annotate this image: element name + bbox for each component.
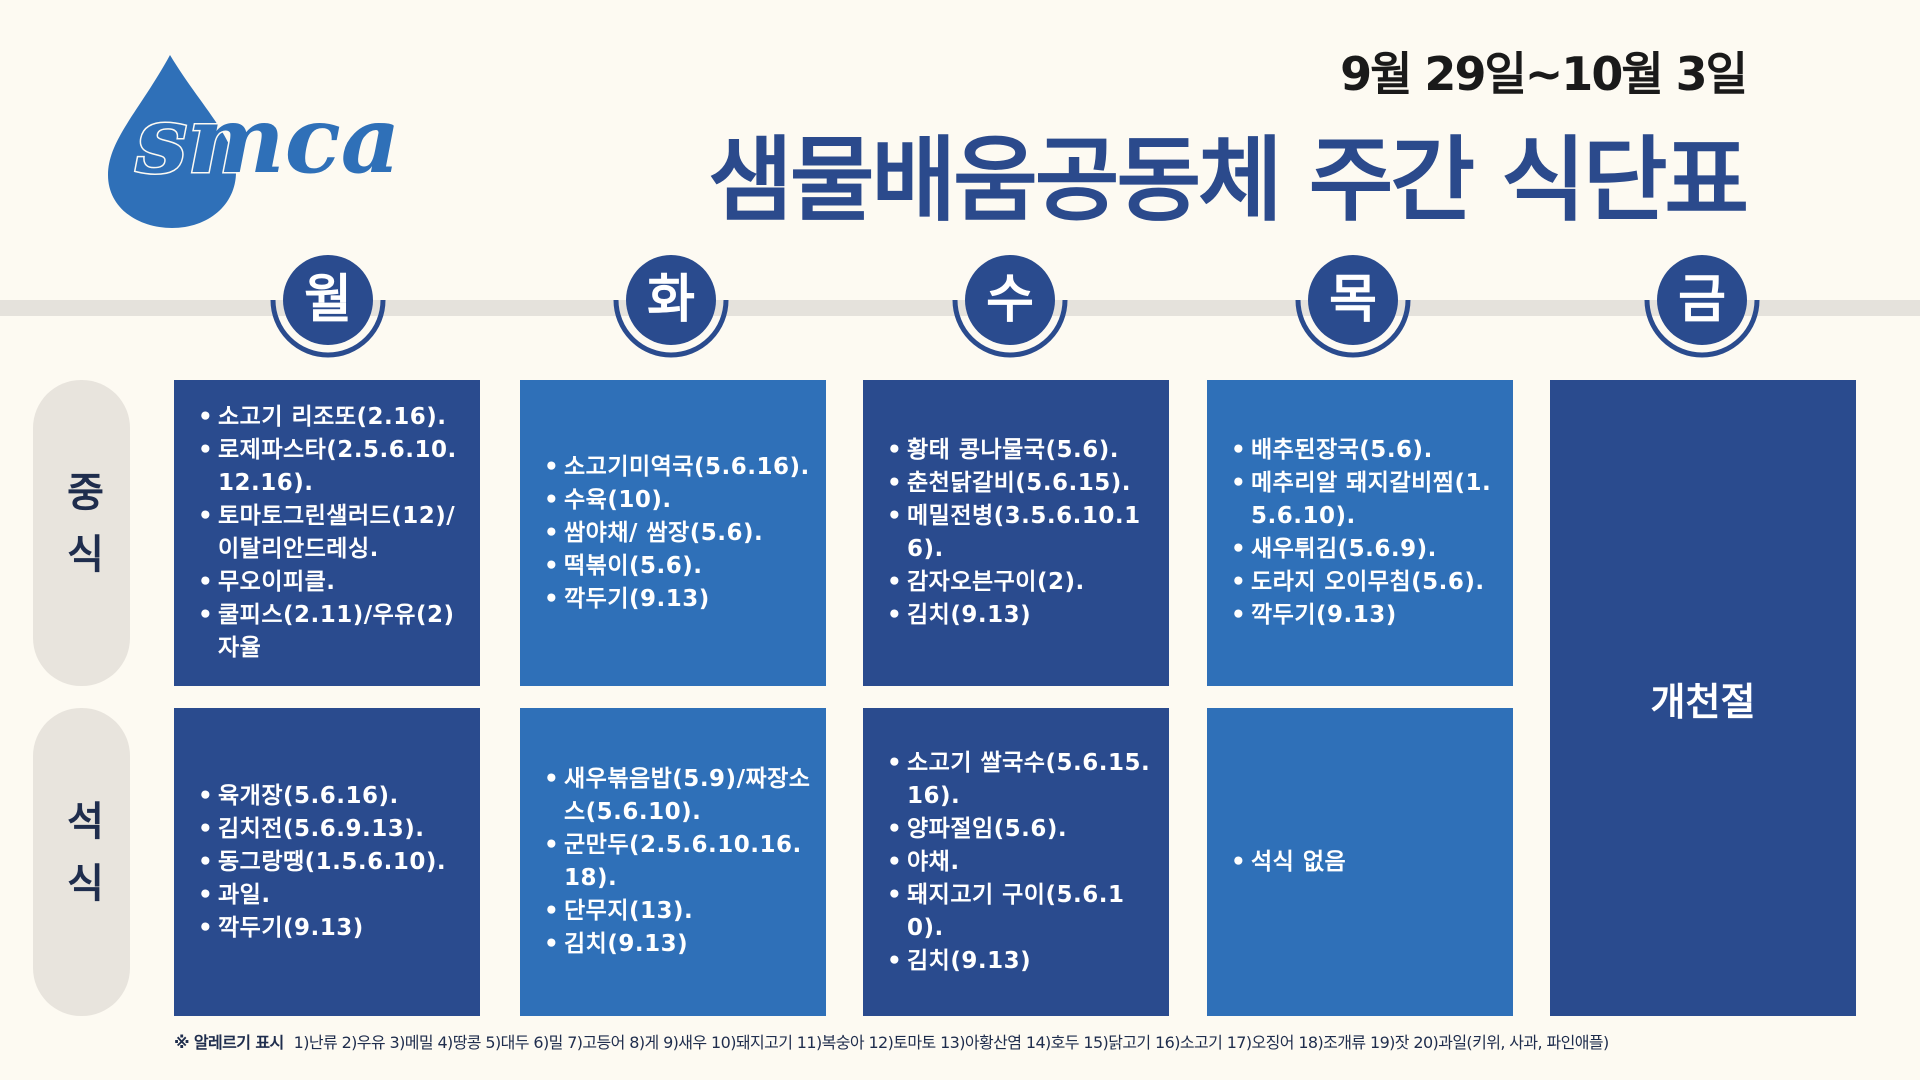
menu-cell: 소고기 리조또(2.16).로제파스타(2.5.6.10.12.16).토마토그… (174, 380, 480, 686)
menu-item: 메밀전병(3.5.6.10.16). (885, 500, 1161, 566)
menu-cell: 새우볶음밥(5.9)/짜장소스(5.6.10).군만두(2.5.6.10.16.… (520, 708, 826, 1016)
allergy-label: ※ 알레르기 표시 (174, 1033, 284, 1052)
day-circle (626, 255, 716, 345)
day-label: 월 (304, 270, 352, 330)
day-circle (1308, 255, 1398, 345)
menu-item: 소고기 리조또(2.16). (196, 401, 472, 434)
menu-item: 무오이피클. (196, 566, 472, 599)
menu-item: 과일. (196, 879, 472, 912)
day-arc (952, 299, 1068, 358)
day-arc (613, 299, 729, 358)
menu-list: 소고기 리조또(2.16).로제파스타(2.5.6.10.12.16).토마토그… (196, 401, 472, 665)
menu-list: 소고기미역국(5.6.16).수육(10).쌈야채/ 쌈장(5.6).떡볶이(5… (542, 451, 818, 616)
date-range: 9월 29일~10월 3일 (1340, 47, 1748, 101)
menu-cell: 소고기미역국(5.6.16).수육(10).쌈야채/ 쌈장(5.6).떡볶이(5… (520, 380, 826, 686)
menu-item: 김치(9.13) (542, 928, 818, 961)
day-badge: 화 (613, 255, 729, 358)
menu-list: 소고기 쌀국수(5.6.15.16).양파절임(5.6).야채.돼지고기 구이(… (885, 747, 1161, 978)
day-label: 화 (647, 270, 695, 330)
day-label: 금 (1678, 270, 1726, 330)
menu-item: 깍두기(9.13) (1229, 599, 1505, 632)
day-badge: 금 (1644, 255, 1760, 358)
allergy-list: 1)난류 2)우유 3)메밀 4)땅콩 5)대두 6)밀 7)고등어 8)게 9… (293, 1033, 1610, 1052)
menu-item: 김치(9.13) (885, 599, 1161, 632)
menu-cell: 육개장(5.6.16).김치전(5.6.9.13).동그랑땡(1.5.6.10)… (174, 708, 480, 1016)
menu-cell: 소고기 쌀국수(5.6.15.16).양파절임(5.6).야채.돼지고기 구이(… (863, 708, 1169, 1016)
menu-item: 토마토그린샐러드(12)/이탈리안드레싱. (196, 500, 472, 566)
day-label: 목 (1329, 270, 1377, 330)
day-circle (283, 255, 373, 345)
day-badge: 월 (270, 255, 386, 358)
menu-item: 떡볶이(5.6). (542, 550, 818, 583)
title: 샘물배움공동체 주간 식단표 (708, 127, 1749, 234)
day-arc (270, 299, 386, 358)
menu-item: 쌈야채/ 쌈장(5.6). (542, 517, 818, 550)
menu-item: 김치전(5.6.9.13). (196, 813, 472, 846)
day-label: 수 (986, 270, 1034, 330)
menu-item: 군만두(2.5.6.10.16.18). (542, 829, 818, 895)
menu-list: 황태 콩나물국(5.6).춘천닭갈비(5.6.15).메밀전병(3.5.6.10… (885, 434, 1161, 632)
menu-item: 야채. (885, 846, 1161, 879)
menu-item: 소고기 쌀국수(5.6.15.16). (885, 747, 1161, 813)
meal-text: 중식 (58, 471, 105, 595)
holiday-text: 개천절 (1650, 679, 1756, 724)
day-badge: 수 (952, 255, 1068, 358)
menu-item: 석식 없음 (1229, 846, 1505, 879)
meal-text: 석식 (58, 800, 105, 924)
day-arc (1644, 299, 1760, 358)
menu-item: 배추된장국(5.6). (1229, 434, 1505, 467)
menu-item: 육개장(5.6.16). (196, 780, 472, 813)
menu-item: 쿨피스(2.11)/우유(2) 자율 (196, 599, 472, 665)
menu-item: 황태 콩나물국(5.6). (885, 434, 1161, 467)
menu-item: 춘천닭갈비(5.6.15). (885, 467, 1161, 500)
logo: smca (108, 55, 402, 228)
menu-item: 동그랑땡(1.5.6.10). (196, 846, 472, 879)
menu-list: 육개장(5.6.16).김치전(5.6.9.13).동그랑땡(1.5.6.10)… (196, 780, 472, 945)
menu-item: 도라지 오이무침(5.6). (1229, 566, 1505, 599)
menu-cell: 배추된장국(5.6).메추리알 돼지갈비찜(1.5.6.10).새우튀김(5.6… (1207, 380, 1513, 686)
menu-cell: 황태 콩나물국(5.6).춘천닭갈비(5.6.15).메밀전병(3.5.6.10… (863, 380, 1169, 686)
menu-item: 수육(10). (542, 484, 818, 517)
menu-item: 깍두기(9.13) (542, 583, 818, 616)
menu-item: 김치(9.13) (885, 945, 1161, 978)
allergy-note: ※ 알레르기 표시 1)난류 2)우유 3)메밀 4)땅콩 5)대두 6)밀 7)… (174, 1029, 1609, 1053)
menu-item: 깍두기(9.13) (196, 912, 472, 945)
menu-item: 감자오븐구이(2). (885, 566, 1161, 599)
menu-item: 메추리알 돼지갈비찜(1.5.6.10). (1229, 467, 1505, 533)
menu-list: 석식 없음 (1229, 846, 1505, 879)
logo-drop (108, 55, 236, 228)
menu-item: 새우튀김(5.6.9). (1229, 533, 1505, 566)
menu-item: 양파절임(5.6). (885, 813, 1161, 846)
day-circle (965, 255, 1055, 345)
day-arc (1295, 299, 1411, 358)
logo-text: smca (135, 86, 401, 194)
day-badge: 목 (1295, 255, 1411, 358)
menu-item: 로제파스타(2.5.6.10.12.16). (196, 434, 472, 500)
menu-item: 새우볶음밥(5.9)/짜장소스(5.6.10). (542, 763, 818, 829)
menu-list: 새우볶음밥(5.9)/짜장소스(5.6.10).군만두(2.5.6.10.16.… (542, 763, 818, 961)
band (0, 300, 1920, 316)
menu-cell: 석식 없음 (1207, 708, 1513, 1016)
menu-item: 단무지(13). (542, 895, 818, 928)
menu-item: 돼지고기 구이(5.6.10). (885, 879, 1161, 945)
meal-label: 중식 (33, 380, 130, 686)
menu-list: 배추된장국(5.6).메추리알 돼지갈비찜(1.5.6.10).새우튀김(5.6… (1229, 434, 1505, 632)
holiday-cell: 개천절 (1550, 380, 1856, 1016)
day-circle (1657, 255, 1747, 345)
menu-item: 소고기미역국(5.6.16). (542, 451, 818, 484)
meal-label: 석식 (33, 708, 130, 1016)
